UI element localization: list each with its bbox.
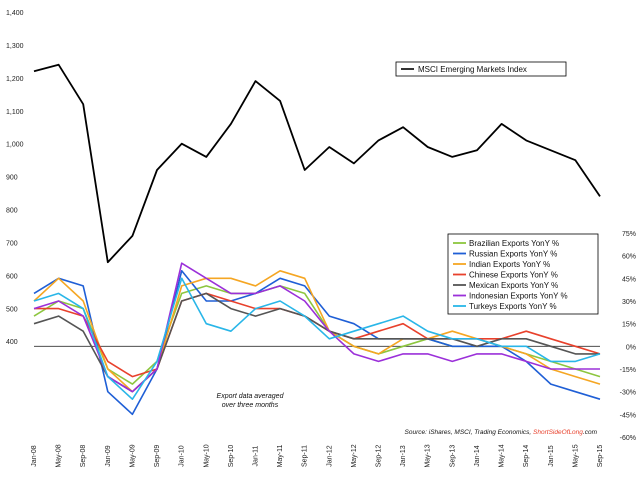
export-legend: Brazilian Exports YonY % Russian Exports … <box>447 233 599 315</box>
x-tick-label: May-09 <box>129 444 136 467</box>
left-tick-label: 700 <box>6 240 18 247</box>
export-legend-box <box>447 233 599 315</box>
index-series-line <box>33 63 601 264</box>
left-tick-label: 900 <box>6 175 18 182</box>
left-tick-label: 800 <box>6 208 18 215</box>
legend-entry: Brazilian Exports YonY % <box>469 239 559 248</box>
annotation-line-1: Export data averaged <box>217 393 285 400</box>
x-tick-label: Sep-14 <box>523 445 530 468</box>
x-tick-label: Jan-15 <box>548 445 555 467</box>
x-tick-label: Sep-11 <box>302 445 309 467</box>
x-tick-label: May-15 <box>572 444 579 467</box>
source-label: Source: iShares, MSCI, Trading Economics… <box>405 429 533 436</box>
x-tick-label: Sep-13 <box>449 445 456 468</box>
index-legend-box <box>395 61 567 77</box>
left-tick-label: 1,100 <box>6 109 24 116</box>
export-series-line <box>33 269 601 416</box>
x-tick-label: May-10 <box>203 444 210 467</box>
x-tick-label: Sep-10 <box>228 445 235 468</box>
x-tick-label: May-14 <box>499 444 506 467</box>
right-tick-label: 0% <box>626 344 636 351</box>
export-series-line <box>33 262 600 393</box>
legend-entry: Indonesian Exports YonY % <box>469 292 568 301</box>
legend-entry: Indian Exports YonY % <box>469 260 550 269</box>
x-tick-label: Jan-14 <box>474 445 481 467</box>
right-tick-label: 60% <box>622 254 636 261</box>
x-tick-label: Jan-08 <box>31 445 38 467</box>
legend-entry: Chinese Exports YonY % <box>469 271 558 280</box>
right-tick-label: 30% <box>622 299 636 306</box>
index-legend: MSCI Emerging Markets Index <box>395 61 567 77</box>
legend-entry: Russian Exports YonY % <box>469 250 557 259</box>
right-tick-label: 75% <box>622 231 636 238</box>
x-tick-label: May-12 <box>351 444 358 467</box>
legend-entry: Mexican Exports YonY % <box>469 281 558 290</box>
export-series-group <box>33 262 601 416</box>
index-legend-label: MSCI Emerging Markets Index <box>418 65 527 74</box>
right-tick-label: -15% <box>620 367 636 374</box>
left-tick-label: 1,400 <box>6 10 24 17</box>
right-tick-label: -60% <box>620 435 636 442</box>
x-tick-label: Jan-11 <box>252 445 259 466</box>
x-tick-label: May-13 <box>425 444 432 467</box>
x-axis: Jan-08 May-08 Sep-08 Jan-09 May-09 Sep-09 Jan-… <box>31 444 604 467</box>
x-tick-label: Jan-09 <box>105 445 112 467</box>
left-tick-label: 400 <box>6 339 18 346</box>
right-axis: 75% 60% 45% 30% 15% 0% -15% -30% -45% -60% <box>620 231 636 442</box>
right-tick-label: -30% <box>620 390 636 397</box>
right-tick-label: 45% <box>622 276 636 283</box>
x-tick-label: Jan-13 <box>400 445 407 467</box>
x-tick-label: Sep-15 <box>597 445 604 468</box>
left-tick-label: 500 <box>6 306 18 313</box>
annotation-line-2: over three months <box>222 402 279 409</box>
x-tick-label: May-11 <box>277 444 284 467</box>
x-tick-label: Sep-09 <box>154 445 161 468</box>
export-series-line <box>33 277 601 401</box>
source-note: Source: iShares, MSCI, Trading Economics… <box>405 429 598 436</box>
source-suffix: .com <box>583 429 598 436</box>
x-tick-label: May-08 <box>56 444 63 467</box>
x-tick-label: Sep-12 <box>376 445 383 468</box>
left-tick-label: 1,300 <box>6 43 24 50</box>
right-tick-label: 15% <box>622 322 636 329</box>
x-tick-label: Jan-10 <box>179 445 186 467</box>
left-axis: 400 500 600 700 800 900 1,000 1,100 1,200 1,300 1,… <box>6 10 24 346</box>
x-tick-label: Sep-08 <box>80 445 87 468</box>
source-brand: ShortSideOfLong <box>533 429 583 436</box>
legend-entry: Turkeys Exports YonY % <box>469 302 557 311</box>
index-series-group <box>33 63 601 264</box>
left-tick-label: 1,200 <box>6 76 24 83</box>
export-series-line <box>33 269 601 393</box>
left-tick-label: 600 <box>6 273 18 280</box>
left-tick-label: 1,000 <box>6 142 24 149</box>
right-tick-label: -45% <box>620 412 636 419</box>
x-tick-label: Jan-12 <box>326 445 333 467</box>
